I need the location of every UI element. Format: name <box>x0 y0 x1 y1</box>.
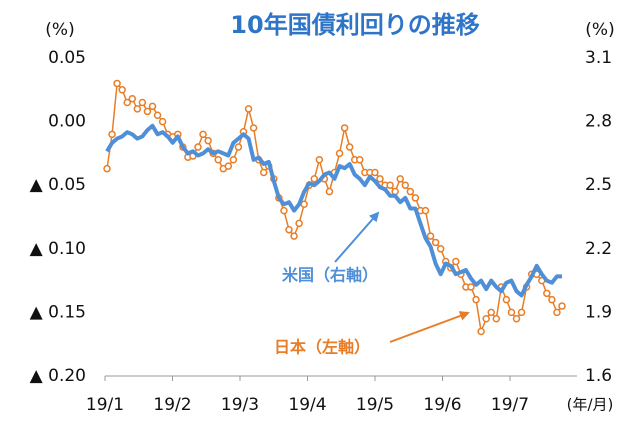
x-tick-label: 19/2 <box>153 395 191 415</box>
data-point <box>280 206 288 215</box>
data-point <box>472 295 480 304</box>
annotation: 日本（左軸） <box>274 338 370 357</box>
data-point <box>345 143 354 151</box>
data-point <box>103 164 111 173</box>
data-point <box>153 111 162 119</box>
x-tick-label: 19/6 <box>423 395 461 415</box>
data-point <box>204 136 212 145</box>
data-point <box>325 187 334 196</box>
data-point <box>502 295 511 304</box>
data-point <box>148 102 157 111</box>
data-point <box>158 117 167 126</box>
chart-title: 10年国債利回りの推移 <box>230 11 479 39</box>
x-tick-label: 19/5 <box>356 395 394 415</box>
data-point <box>194 143 202 151</box>
data-point <box>340 124 349 132</box>
data-point <box>108 130 116 139</box>
x-tick-label: 19/4 <box>288 395 326 415</box>
data-point <box>113 79 121 88</box>
data-point <box>118 86 126 94</box>
data-point <box>133 105 142 113</box>
y-tick-label: ▲ 0.20 <box>30 366 86 386</box>
data-point <box>259 168 268 177</box>
y-tick-label: 0.00 <box>48 112 86 132</box>
data-point <box>396 175 404 183</box>
data-point <box>138 98 147 107</box>
y-axis-unit: (%) <box>45 20 74 40</box>
data-point <box>558 302 566 310</box>
data-point <box>406 187 415 196</box>
data-point <box>310 175 319 183</box>
data-point <box>335 149 344 158</box>
annotation-arrow <box>389 311 470 343</box>
data-point <box>431 238 440 247</box>
data-point <box>517 308 526 317</box>
y2-tick-label: 2.2 <box>585 239 612 259</box>
data-point <box>467 283 475 291</box>
x-axis-unit: (年/月) <box>567 396 614 414</box>
data-point <box>295 219 303 228</box>
data-point <box>386 181 394 189</box>
data-point <box>290 232 298 240</box>
y2-axis-unit: (%) <box>585 20 614 40</box>
data-point <box>229 156 238 164</box>
data-point <box>411 194 420 202</box>
y-tick-label: ▲ 0.05 <box>30 175 86 195</box>
data-point <box>421 206 430 215</box>
data-point <box>143 107 152 116</box>
data-point <box>249 124 258 132</box>
y2-tick-label: 2.8 <box>585 112 612 132</box>
data-point <box>128 94 137 103</box>
data-point <box>477 327 485 336</box>
data-point <box>543 289 551 298</box>
data-point <box>401 181 410 189</box>
data-point <box>244 105 253 113</box>
data-point <box>512 315 521 323</box>
data-point <box>315 156 324 164</box>
data-point <box>452 257 460 266</box>
data-point <box>371 168 379 177</box>
data-point <box>492 315 501 323</box>
data-point <box>436 245 445 253</box>
x-tick-label: 19/3 <box>221 395 259 415</box>
data-point <box>356 156 364 164</box>
y2-tick-label: 2.5 <box>585 175 612 195</box>
data-point <box>199 130 207 139</box>
data-point <box>426 232 435 240</box>
annotation-arrow <box>334 211 380 263</box>
data-point <box>482 315 490 323</box>
data-point <box>285 225 293 234</box>
data-point <box>553 308 561 317</box>
y2-tick-label: 1.6 <box>585 366 612 386</box>
y-tick-label: 0.05 <box>48 48 86 68</box>
data-point <box>376 175 384 183</box>
data-point <box>234 143 243 151</box>
series-line <box>106 82 563 333</box>
data-point <box>224 162 233 170</box>
data-point <box>391 187 399 196</box>
data-point <box>123 98 131 107</box>
data-point <box>487 308 495 317</box>
y-tick-label: ▲ 0.15 <box>30 302 86 322</box>
series-line <box>105 123 562 298</box>
x-tick-label: 19/1 <box>86 395 124 415</box>
y2-tick-label: 1.9 <box>585 302 612 322</box>
data-point <box>548 295 556 304</box>
y2-tick-label: 3.1 <box>585 48 612 68</box>
annotation: 米国（右軸） <box>282 266 378 285</box>
x-tick-label: 19/7 <box>491 395 529 415</box>
y-tick-label: ▲ 0.10 <box>30 239 86 259</box>
data-point <box>214 156 222 164</box>
data-point <box>507 308 516 317</box>
